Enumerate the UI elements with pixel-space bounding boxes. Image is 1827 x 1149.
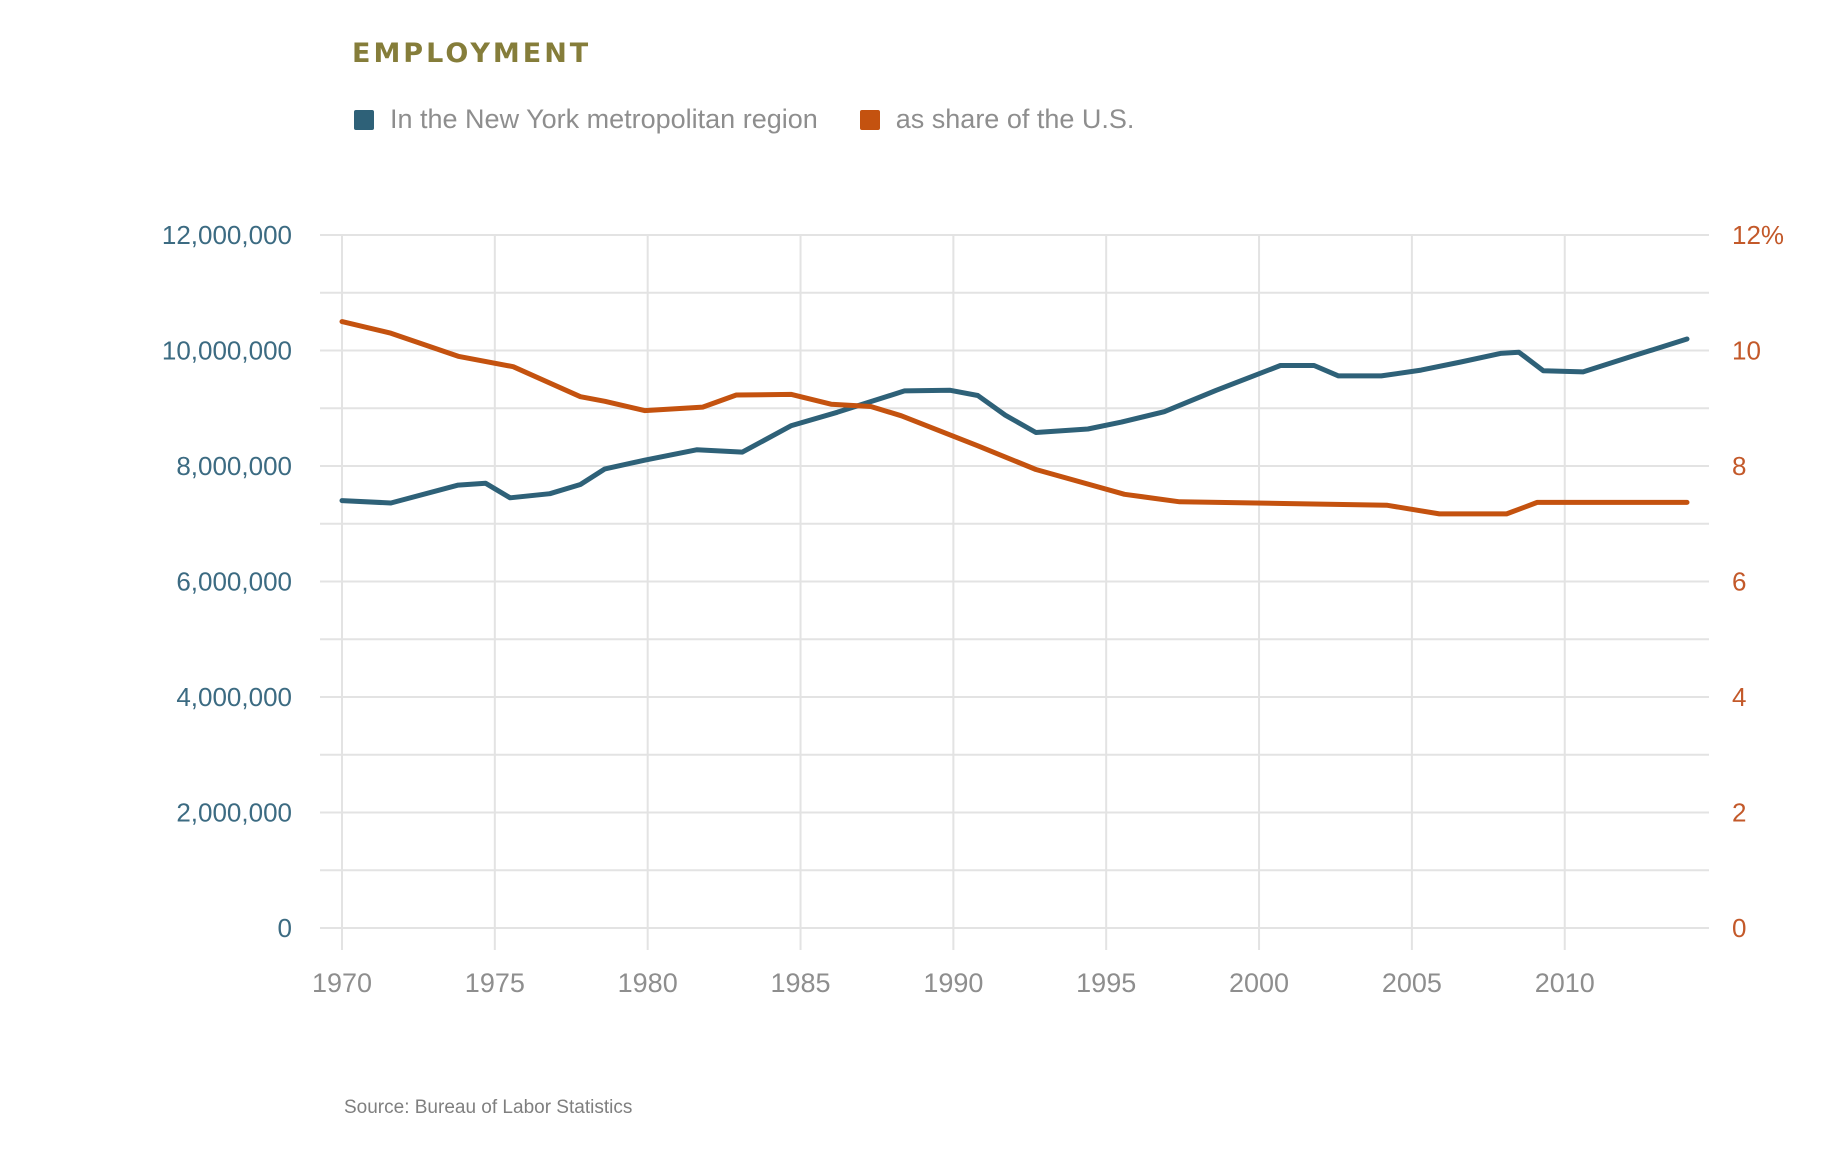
x-axis-tick-label: 1975 (465, 968, 525, 998)
right-axis-tick-label: 0 (1732, 913, 1746, 943)
series-lines (339, 319, 1690, 517)
x-axis-tick-label: 2000 (1229, 968, 1289, 998)
legend-swatch-share (859, 109, 880, 130)
legend-item-share: as share of the U.S. (859, 104, 1135, 135)
x-axis-tick-label: 2010 (1535, 968, 1595, 998)
legend-label-region: In the New York metropolitan region (390, 104, 818, 134)
right-axis-tick-label: 8 (1732, 451, 1746, 481)
right-axis-tick-label: 2 (1732, 798, 1746, 828)
left-axis-ticks: 0 2,000,000 4,000,000 6,000,000 8,000,000 10,… (162, 220, 292, 943)
right-axis-ticks: 0 2 4 6 8 10 12% (1732, 220, 1784, 943)
left-axis-tick-label: 0 (278, 913, 292, 943)
grid-lines (320, 234, 1709, 950)
right-axis-tick-label: 4 (1732, 682, 1746, 712)
x-axis-tick-label: 2005 (1382, 968, 1442, 998)
x-axis-tick-label: 1970 (312, 968, 372, 998)
series-line-us-share (339, 319, 1690, 517)
legend-label-share: as share of the U.S. (895, 104, 1135, 134)
x-axis-ticks: 1970 1975 1980 1985 1990 1995 2000 2005 2010 (312, 968, 1595, 998)
left-axis-tick-label: 2,000,000 (176, 798, 292, 828)
x-axis-tick-label: 1990 (923, 968, 983, 998)
series-line-region-employment (339, 336, 1690, 506)
left-axis-tick-label: 12,000,000 (162, 220, 292, 250)
legend-swatch-region (354, 109, 374, 130)
source-note: Source: Bureau of Labor Statistics (344, 1097, 633, 1118)
x-axis-tick-label: 1980 (618, 968, 678, 998)
left-axis-tick-label: 4,000,000 (176, 682, 292, 712)
left-axis-tick-label: 6,000,000 (176, 567, 292, 597)
x-axis-tick-label: 1985 (770, 968, 830, 998)
chart-title: EMPLOYMENT (352, 38, 592, 69)
right-axis-tick-label: 6 (1732, 567, 1746, 597)
right-axis-tick-label: 12% (1732, 220, 1784, 250)
legend: In the New York metropolitan region as s… (354, 104, 1176, 135)
x-axis-tick-label: 1995 (1076, 968, 1136, 998)
legend-item-region: In the New York metropolitan region (354, 104, 818, 135)
left-axis-tick-label: 8,000,000 (176, 451, 292, 481)
left-axis-tick-label: 10,000,000 (162, 336, 292, 366)
right-axis-tick-label: 10 (1732, 336, 1761, 366)
